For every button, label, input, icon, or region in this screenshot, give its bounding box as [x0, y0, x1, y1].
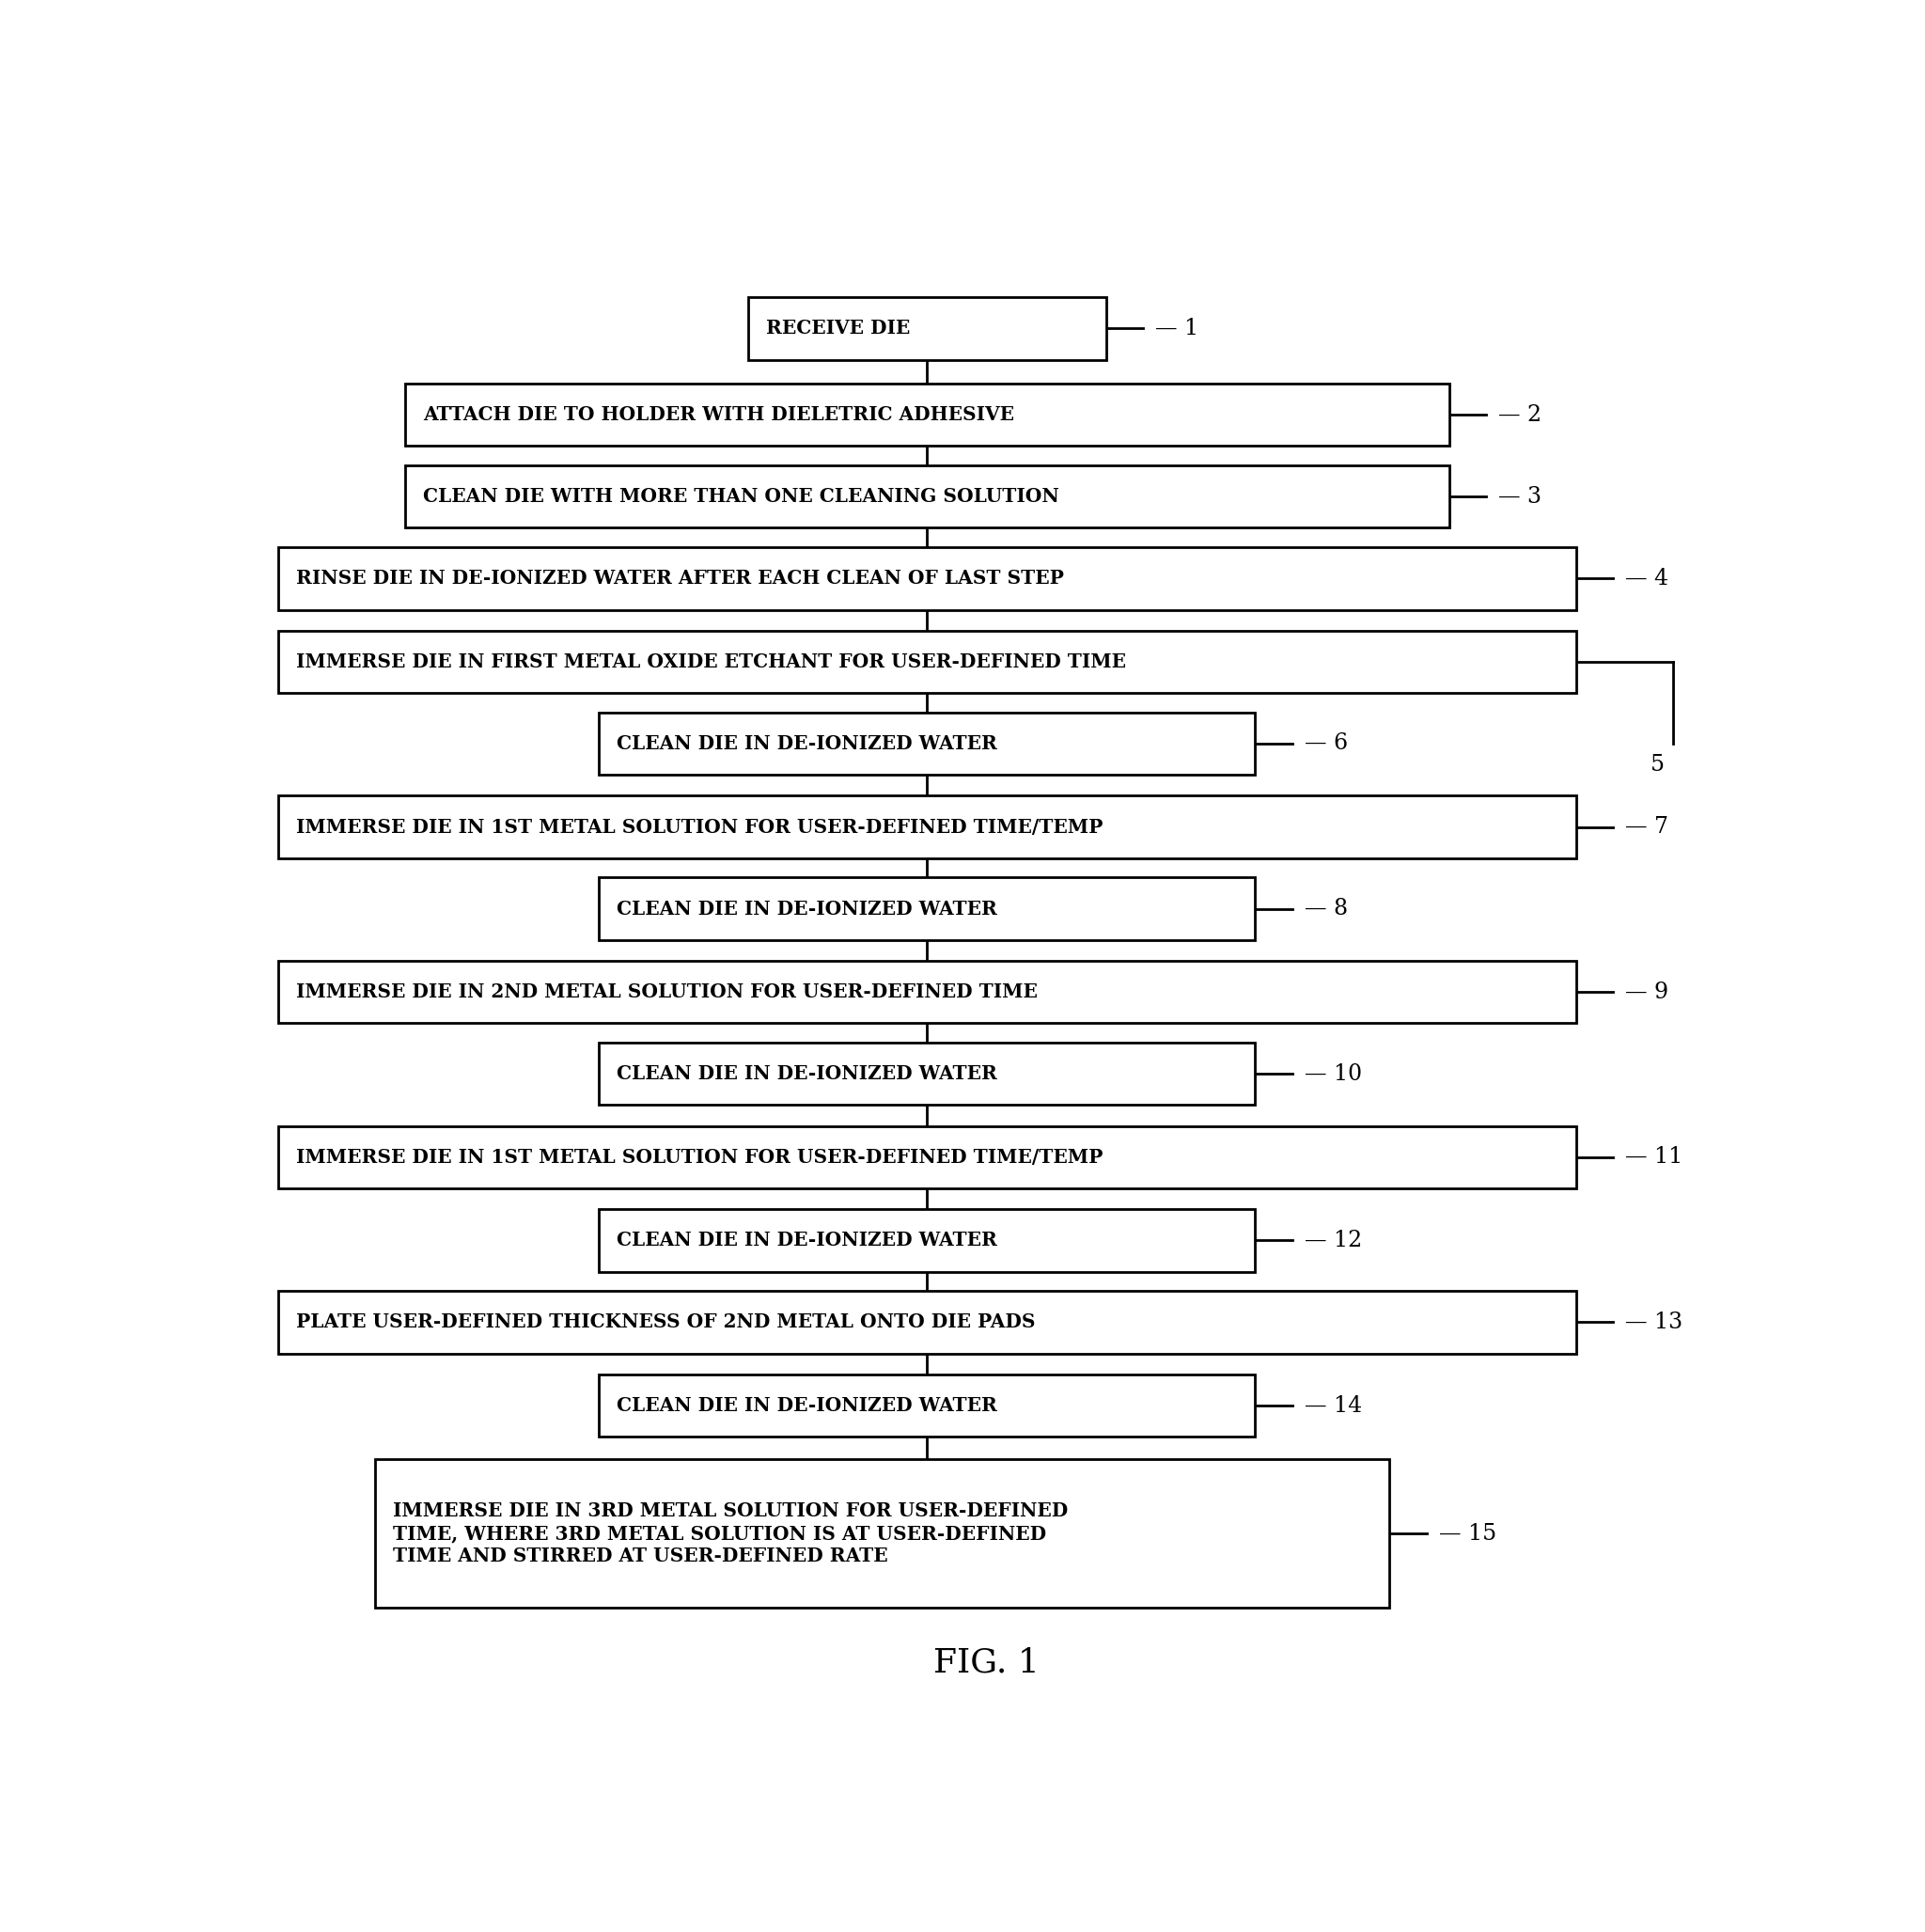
Text: — 1: — 1	[1155, 317, 1199, 340]
FancyBboxPatch shape	[277, 960, 1577, 1024]
FancyBboxPatch shape	[277, 547, 1577, 611]
Text: CLEAN DIE IN DE-IONIZED WATER: CLEAN DIE IN DE-IONIZED WATER	[616, 898, 997, 918]
Text: — 2: — 2	[1498, 404, 1542, 425]
FancyBboxPatch shape	[277, 1291, 1577, 1354]
Text: CLEAN DIE IN DE-IONIZED WATER: CLEAN DIE IN DE-IONIZED WATER	[616, 1231, 997, 1250]
Text: — 15: — 15	[1438, 1522, 1496, 1544]
FancyBboxPatch shape	[599, 1209, 1255, 1271]
Text: — 8: — 8	[1305, 898, 1348, 920]
FancyBboxPatch shape	[599, 877, 1255, 941]
FancyBboxPatch shape	[599, 1043, 1255, 1105]
Text: IMMERSE DIE IN FIRST METAL OXIDE ETCHANT FOR USER-DEFINED TIME: IMMERSE DIE IN FIRST METAL OXIDE ETCHANT…	[296, 653, 1126, 670]
Text: — 3: — 3	[1498, 485, 1542, 508]
Text: IMMERSE DIE IN 3RD METAL SOLUTION FOR USER-DEFINED
TIME, WHERE 3RD METAL SOLUTIO: IMMERSE DIE IN 3RD METAL SOLUTION FOR US…	[393, 1501, 1068, 1565]
Text: FIG. 1: FIG. 1	[934, 1646, 1040, 1679]
Text: 5: 5	[1650, 753, 1665, 775]
Text: CLEAN DIE IN DE-IONIZED WATER: CLEAN DIE IN DE-IONIZED WATER	[616, 1397, 997, 1414]
Text: — 7: — 7	[1625, 815, 1669, 838]
Text: — 10: — 10	[1305, 1063, 1361, 1084]
FancyBboxPatch shape	[404, 466, 1450, 527]
Text: IMMERSE DIE IN 2ND METAL SOLUTION FOR USER-DEFINED TIME: IMMERSE DIE IN 2ND METAL SOLUTION FOR US…	[296, 983, 1038, 1001]
FancyBboxPatch shape	[599, 1374, 1255, 1437]
Text: RINSE DIE IN DE-IONIZED WATER AFTER EACH CLEAN OF LAST STEP: RINSE DIE IN DE-IONIZED WATER AFTER EACH…	[296, 570, 1065, 587]
Text: — 14: — 14	[1305, 1395, 1361, 1416]
Text: CLEAN DIE IN DE-IONIZED WATER: CLEAN DIE IN DE-IONIZED WATER	[616, 734, 997, 753]
Text: — 9: — 9	[1625, 981, 1669, 1003]
Text: — 6: — 6	[1305, 732, 1348, 753]
Text: IMMERSE DIE IN 1ST METAL SOLUTION FOR USER-DEFINED TIME/TEMP: IMMERSE DIE IN 1ST METAL SOLUTION FOR US…	[296, 1148, 1103, 1167]
FancyBboxPatch shape	[277, 1126, 1577, 1188]
Text: ATTACH DIE TO HOLDER WITH DIELETRIC ADHESIVE: ATTACH DIE TO HOLDER WITH DIELETRIC ADHE…	[424, 406, 1014, 425]
FancyBboxPatch shape	[277, 630, 1577, 694]
FancyBboxPatch shape	[747, 298, 1105, 359]
Text: RECEIVE DIE: RECEIVE DIE	[766, 319, 911, 338]
Text: CLEAN DIE WITH MORE THAN ONE CLEANING SOLUTION: CLEAN DIE WITH MORE THAN ONE CLEANING SO…	[424, 487, 1059, 506]
FancyBboxPatch shape	[277, 796, 1577, 858]
Text: — 11: — 11	[1625, 1146, 1682, 1169]
Text: — 4: — 4	[1625, 568, 1669, 589]
Text: CLEAN DIE IN DE-IONIZED WATER: CLEAN DIE IN DE-IONIZED WATER	[616, 1065, 997, 1084]
Text: — 12: — 12	[1305, 1229, 1361, 1252]
FancyBboxPatch shape	[599, 713, 1255, 775]
Text: IMMERSE DIE IN 1ST METAL SOLUTION FOR USER-DEFINED TIME/TEMP: IMMERSE DIE IN 1ST METAL SOLUTION FOR US…	[296, 817, 1103, 837]
FancyBboxPatch shape	[404, 384, 1450, 446]
Text: — 13: — 13	[1625, 1312, 1682, 1333]
Text: PLATE USER-DEFINED THICKNESS OF 2ND METAL ONTO DIE PADS: PLATE USER-DEFINED THICKNESS OF 2ND META…	[296, 1314, 1036, 1331]
FancyBboxPatch shape	[375, 1459, 1390, 1607]
